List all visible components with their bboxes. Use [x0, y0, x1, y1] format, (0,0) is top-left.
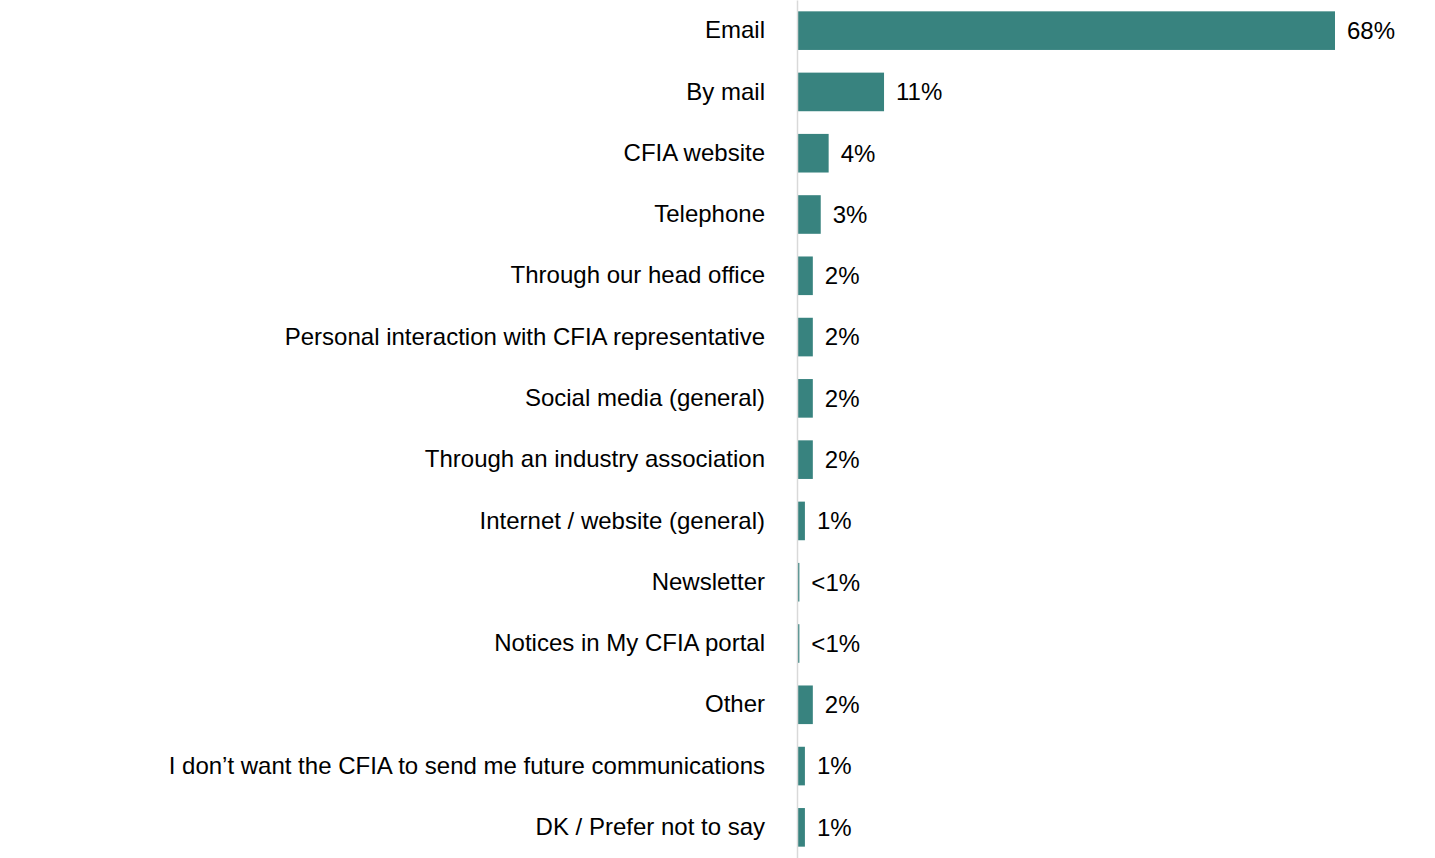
tick: Through our head office	[511, 261, 765, 288]
category-label: By mail	[686, 78, 765, 105]
tick: Social media (general)	[525, 384, 765, 411]
category-label: Other	[705, 690, 765, 717]
bar	[797, 73, 884, 112]
chart: Email By mail CFIA website Telephone Through…	[0, 0, 1435, 858]
bar	[797, 440, 813, 479]
data-label: <1%	[811, 630, 860, 657]
data-label: 2%	[825, 446, 860, 473]
tick: Through an industry association	[425, 445, 765, 472]
tick: Telephone	[654, 200, 765, 227]
y-axis: Email By mail CFIA website Telephone Through…	[169, 1, 798, 858]
data-label: 3%	[833, 201, 868, 228]
category-label: Through our head office	[511, 261, 765, 288]
axis-line	[797, 1, 799, 858]
data-label: 11%	[896, 78, 942, 105]
tick: Personal interaction with CFIA represent…	[285, 323, 765, 350]
tick: Other	[705, 690, 765, 717]
bars	[797, 11, 1335, 846]
category-label: CFIA website	[624, 139, 765, 166]
data-label: 2%	[825, 262, 860, 289]
category-label: DK / Prefer not to say	[536, 813, 765, 840]
data-label: 1%	[817, 752, 852, 779]
tick: Internet / website (general)	[480, 507, 765, 534]
category-label: Social media (general)	[525, 384, 765, 411]
category-label: I don’t want the CFIA to send me future …	[169, 752, 765, 779]
bar	[797, 195, 821, 234]
data-label: 1%	[817, 507, 852, 534]
tick: DK / Prefer not to say	[536, 813, 765, 840]
category-label: Personal interaction with CFIA represent…	[285, 323, 765, 350]
data-label: 4%	[841, 140, 876, 167]
data-label: <1%	[811, 569, 860, 596]
bar	[797, 11, 1335, 50]
data-label: 68%	[1347, 17, 1395, 44]
category-label: Newsletter	[652, 568, 765, 595]
bar	[797, 318, 813, 357]
bar	[797, 379, 813, 418]
data-label: 1%	[817, 814, 852, 841]
tick: CFIA website	[624, 139, 765, 166]
data-label: 2%	[825, 323, 860, 350]
tick: I don’t want the CFIA to send me future …	[169, 752, 765, 779]
data-label: 2%	[825, 385, 860, 412]
data-labels: 68% 11% 4% 3% 2% 2% 2% 2% 1% <1% <1% 2% 1% 1%	[811, 17, 1395, 841]
data-label: 2%	[825, 691, 860, 718]
tick: Email	[705, 16, 765, 43]
category-label: Notices in My CFIA portal	[494, 629, 765, 656]
bar	[797, 134, 829, 173]
category-label: Telephone	[654, 200, 765, 227]
tick: Notices in My CFIA portal	[494, 629, 765, 656]
tick: By mail	[686, 78, 765, 105]
bar	[797, 256, 813, 295]
category-label: Email	[705, 16, 765, 43]
tick: Newsletter	[652, 568, 765, 595]
category-label: Through an industry association	[425, 445, 765, 472]
bar	[797, 685, 813, 724]
category-label: Internet / website (general)	[480, 507, 765, 534]
